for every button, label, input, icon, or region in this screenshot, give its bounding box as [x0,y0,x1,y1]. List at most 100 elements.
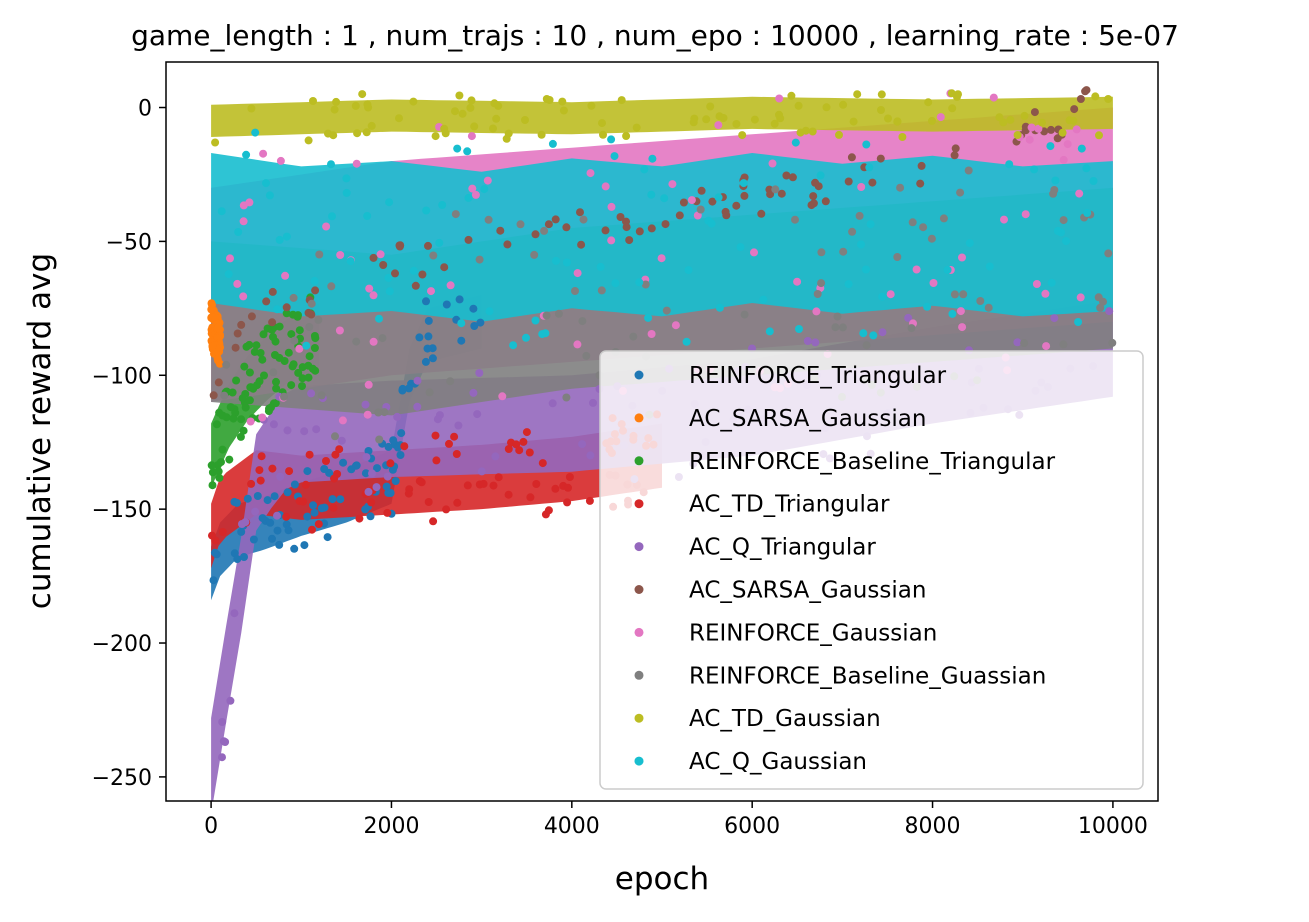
data-point-5-80 [809,199,818,208]
data-point-2-79 [305,352,314,361]
data-point-3-46 [330,474,339,483]
data-point-0-38 [328,495,337,504]
data-point-8-63 [738,131,747,140]
data-point-7-80 [1059,216,1068,225]
data-point-5-9 [847,153,856,162]
data-point-4-65 [413,402,422,411]
data-point-9-77 [409,266,418,275]
data-point-0-85 [457,336,466,345]
data-point-9-14 [857,240,865,249]
data-point-4-87 [1013,338,1022,347]
data-point-0-78 [300,541,309,550]
data-point-4-62 [383,472,392,481]
data-point-0-66 [391,477,400,485]
data-point-3-41 [415,477,424,486]
data-point-7-61 [848,227,857,236]
data-point-3-85 [256,476,265,485]
data-point-2-56 [287,381,296,390]
data-point-0-61 [290,544,299,553]
data-point-4-41 [273,511,281,520]
data-point-4-74 [803,337,812,345]
data-point-8-70 [364,103,373,112]
data-point-5-76 [282,303,291,312]
data-point-4-42 [475,369,484,377]
data-point-8-83 [794,101,803,110]
data-point-4-78 [312,425,321,434]
data-point-3-16 [329,503,338,512]
data-point-7-28 [314,315,323,324]
data-point-8-13 [924,98,933,107]
data-point-3-68 [504,490,513,499]
data-point-7-88 [305,323,314,331]
data-point-5-13 [1076,95,1085,103]
data-point-8-15 [211,138,220,147]
data-point-2-42 [238,394,247,403]
data-point-7-13 [429,251,438,260]
data-point-0-88 [268,534,276,543]
data-point-0-47 [476,318,485,327]
legend-marker [634,585,644,594]
data-point-4-4 [491,452,500,461]
data-point-7-71 [919,223,928,232]
data-point-6-9 [936,113,945,122]
data-point-1-87 [210,313,219,321]
data-point-6-37 [586,169,595,178]
data-point-9-17 [453,144,462,153]
data-point-0-46 [283,488,292,497]
data-point-0-50 [361,469,370,478]
data-point-9-7 [385,287,394,296]
data-point-8-9 [706,102,715,111]
data-point-8-20 [632,123,641,132]
data-point-9-79 [217,207,226,216]
data-point-0-16 [249,535,258,544]
data-point-5-42 [811,178,820,187]
data-point-8-42 [1038,118,1046,127]
data-point-5-41 [496,226,505,235]
data-point-5-40 [647,224,656,233]
data-point-0-58 [398,384,407,393]
data-point-3-39 [442,505,451,514]
data-point-8-64 [617,96,626,105]
data-point-7-27 [484,215,493,224]
legend-marker [634,499,644,509]
data-point-2-61 [256,349,265,357]
data-point-9-2 [363,212,372,220]
data-point-9-12 [607,135,616,144]
data-point-5-59 [411,281,420,290]
data-point-2-55 [289,360,298,369]
data-point-2-2 [237,415,246,424]
data-point-9-34 [1047,278,1056,287]
data-point-5-49 [722,211,731,220]
data-point-5-18 [1070,105,1079,114]
data-point-5-28 [766,190,775,199]
data-point-7-15 [331,432,339,441]
data-point-5-20 [1053,134,1062,143]
data-point-3-64 [314,520,323,529]
data-point-5-4 [661,220,670,229]
data-point-5-27 [679,198,688,207]
data-point-9-41 [943,265,952,274]
data-point-8-61 [702,115,711,124]
data-point-7-43 [280,392,288,401]
data-point-5-81 [697,186,706,195]
data-point-6-70 [989,93,998,102]
data-point-4-5 [473,410,482,419]
data-point-3-37 [400,442,409,451]
data-point-9-5 [611,279,620,288]
data-point-3-74 [565,473,574,481]
data-point-8-43 [1091,92,1100,101]
data-point-5-43 [675,211,684,220]
data-point-2-63 [308,364,317,373]
data-point-6-53 [276,156,285,165]
data-point-9-47 [522,333,530,342]
data-point-7-68 [516,220,525,229]
data-point-7-81 [530,250,539,259]
data-point-7-55 [862,341,871,350]
data-point-7-87 [939,214,948,223]
data-point-0-56 [317,504,326,513]
data-point-8-77 [470,122,479,131]
data-point-8-66 [362,128,371,137]
data-point-8-35 [409,97,418,106]
data-point-8-89 [502,134,511,143]
data-point-3-69 [538,459,547,468]
